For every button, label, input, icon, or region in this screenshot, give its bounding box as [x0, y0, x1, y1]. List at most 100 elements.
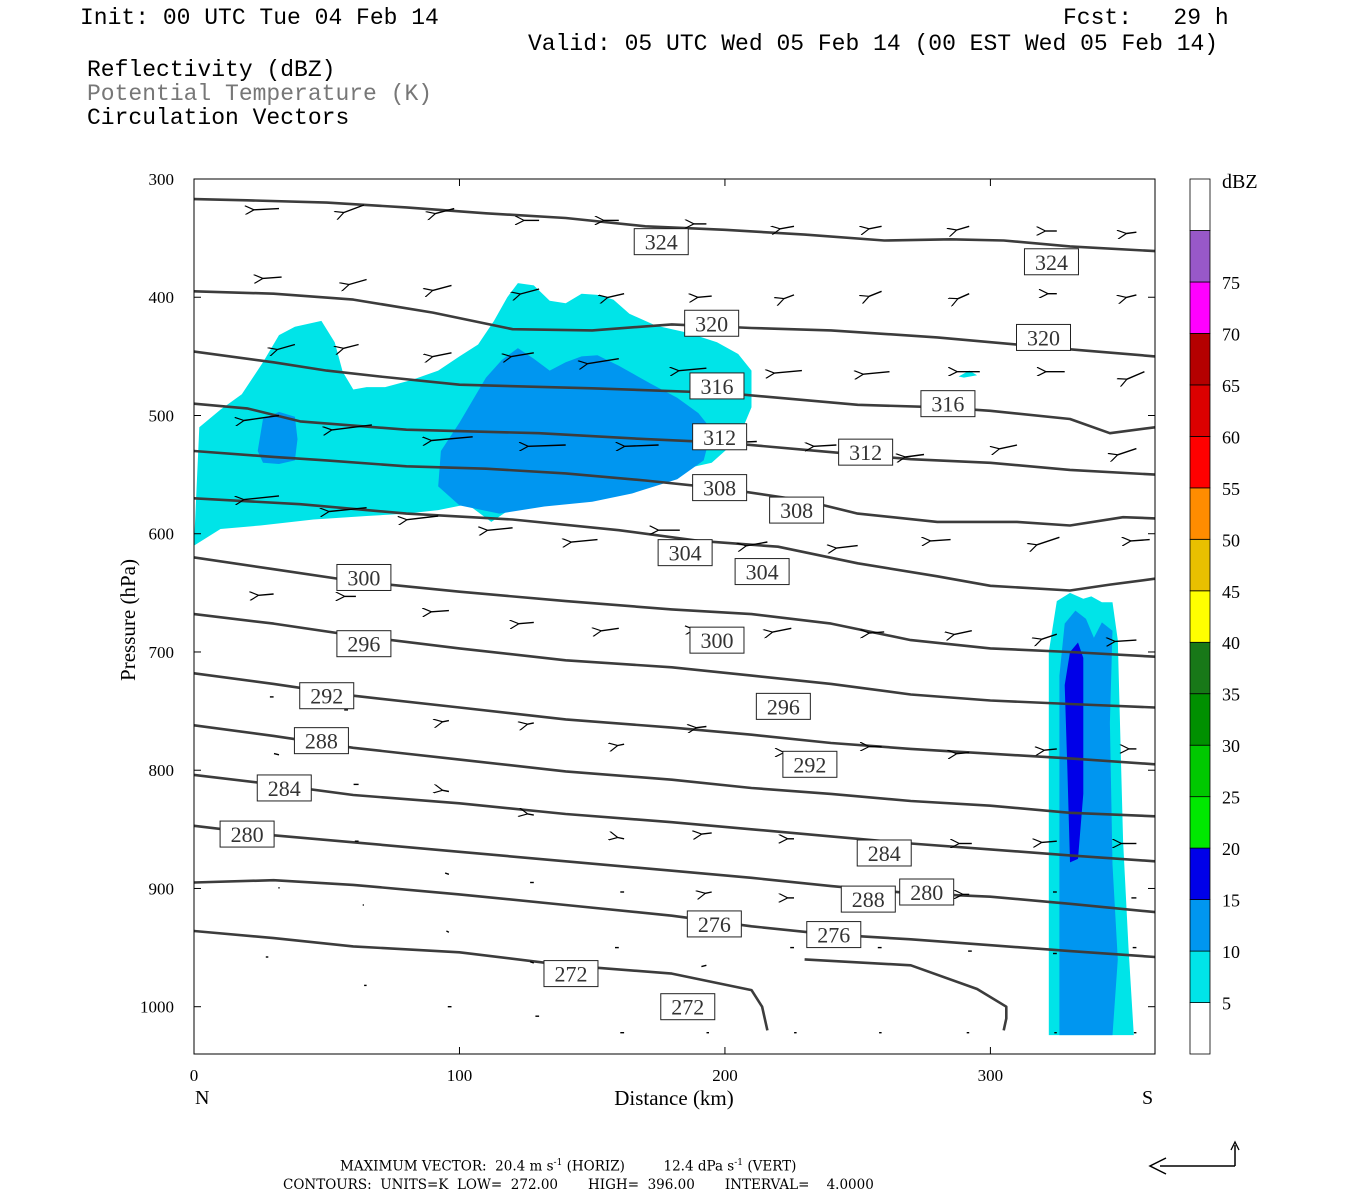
- circulation-vector: [601, 628, 619, 631]
- x-tick-label: 100: [447, 1066, 473, 1085]
- circulation-vector: [780, 226, 795, 229]
- contour-label-316: 316: [689, 372, 745, 400]
- circulation-vector: [444, 872, 450, 875]
- reflectivity-layer: [194, 283, 1134, 1036]
- theta-contour-312: [194, 402, 1155, 476]
- circulation-vector: [528, 445, 566, 446]
- circulation-vector: [705, 892, 712, 893]
- theta-contour-304: [194, 497, 1155, 592]
- x-end-label-north: N: [195, 1087, 209, 1109]
- colorbar-swatch: [1189, 435, 1211, 489]
- plot-frame: [193, 178, 1156, 1055]
- colorbar: 5 10 15 20 25 30 35 40 45 50 55 60 65 70 75: [1189, 178, 1240, 1055]
- circulation-vector: [433, 352, 452, 357]
- colorbar-level-label: 35: [1222, 685, 1240, 705]
- circulation-vector: [1126, 232, 1137, 233]
- colorbar-level-label: 40: [1222, 633, 1240, 653]
- colorbar-swatch: [1189, 744, 1211, 798]
- contour-label-292: 292: [782, 750, 838, 778]
- circulation-vector: [349, 278, 367, 285]
- circulation-vector: [529, 961, 535, 964]
- contour-label-292: 292: [299, 682, 355, 710]
- circulation-vector: [1127, 371, 1145, 380]
- svg-text:272: 272: [554, 962, 587, 987]
- contour-label-272: 272: [543, 960, 599, 988]
- circulation-vector: [433, 284, 452, 290]
- circulation-vector: [263, 277, 282, 278]
- circulation-vector: [608, 293, 625, 298]
- colorbar-swatch: [1189, 384, 1211, 437]
- circulation-vector: [1042, 841, 1057, 842]
- theta-contour-layer: [194, 197, 1155, 1031]
- colorbar-level-label: 5: [1222, 994, 1231, 1014]
- circulation-vector: [329, 507, 367, 512]
- circulation-vector: [679, 368, 707, 371]
- circulation-vector: [784, 294, 795, 299]
- max-vert-value: 12.4 dPa s: [663, 1158, 735, 1175]
- circulation-vector: [869, 290, 882, 296]
- contour-label-304: 304: [657, 539, 713, 567]
- circulation-vector: [958, 293, 970, 299]
- max-vector-line: MAXIMUM VECTOR: 20.4 m s-1 (HORIZ) 12.4 …: [340, 1159, 796, 1174]
- max-vert-exponent: -1: [734, 1158, 744, 1168]
- circulation-vector: [1037, 536, 1060, 545]
- max-horiz-exponent: -1: [553, 1158, 563, 1168]
- circulation-vector: [435, 207, 455, 214]
- contour-label-304: 304: [734, 558, 790, 586]
- circulation-vector: [571, 540, 598, 543]
- svg-text:300: 300: [700, 628, 733, 653]
- colorbar-swatch: [1189, 590, 1211, 643]
- contour-label-324: 324: [1023, 248, 1079, 276]
- svg-text:296: 296: [767, 694, 800, 719]
- circulation-vector: [774, 371, 802, 374]
- circulation-vector: [488, 528, 513, 531]
- circulation-vector: [698, 296, 712, 297]
- theta-contour-320: [194, 290, 1155, 358]
- svg-text:312: 312: [849, 440, 882, 465]
- colorbar-swatch: [1189, 693, 1211, 746]
- svg-text:324: 324: [1035, 250, 1068, 275]
- circulation-vector: [273, 752, 280, 756]
- colorbar-level-label: 30: [1222, 736, 1240, 756]
- circulation-vector: [618, 744, 625, 745]
- max-vector-label: MAXIMUM VECTOR:: [340, 1158, 487, 1175]
- y-tick-label: 400: [149, 288, 175, 307]
- circulation-vector: [702, 833, 712, 834]
- circulation-vector: [954, 630, 972, 635]
- contour-label-296: 296: [336, 630, 392, 658]
- x-axis-label: Distance (km): [614, 1086, 734, 1110]
- colorbar-swatch: [1189, 281, 1211, 334]
- circulation-vector: [344, 204, 365, 213]
- circulation-vector: [836, 546, 858, 549]
- y-tick-label: 1000: [140, 998, 174, 1017]
- max-vert-unit: (VERT): [747, 1158, 797, 1175]
- circulation-vector: [957, 753, 970, 754]
- circulation-vector: [814, 445, 837, 446]
- contour-label-312: 312: [692, 423, 748, 451]
- y-tick-label: 800: [149, 761, 175, 780]
- contour-label-312: 312: [838, 438, 894, 466]
- field-reflectivity: Reflectivity (dBZ): [87, 57, 336, 83]
- colorbar-level-label: 50: [1222, 530, 1240, 550]
- field-circulation-vectors: Circulation Vectors: [87, 105, 350, 131]
- svg-text:276: 276: [817, 923, 850, 948]
- circulation-vector: [905, 455, 925, 458]
- circulation-vector: [528, 723, 534, 724]
- circulation-vector: [520, 288, 540, 294]
- svg-text:272: 272: [671, 995, 704, 1020]
- circulation-vector: [1115, 640, 1137, 641]
- circulation-vector: [701, 964, 707, 968]
- colorbar-swatch: [1189, 178, 1211, 231]
- field-potential-temperature: Potential Temperature (K): [87, 81, 433, 107]
- circulation-vector: [625, 445, 659, 446]
- colorbar-level-label: 75: [1222, 273, 1240, 293]
- circulation-vector: [618, 838, 625, 839]
- svg-text:316: 316: [931, 392, 964, 417]
- reflectivity-area-5dbz-1: [958, 370, 978, 378]
- contour-label-272: 272: [660, 993, 716, 1021]
- circulation-vector: [746, 541, 768, 546]
- circulation-vector: [1131, 540, 1150, 541]
- forecast-hour: Fcst: 29 h: [1063, 5, 1229, 31]
- svg-text:316: 316: [700, 374, 733, 399]
